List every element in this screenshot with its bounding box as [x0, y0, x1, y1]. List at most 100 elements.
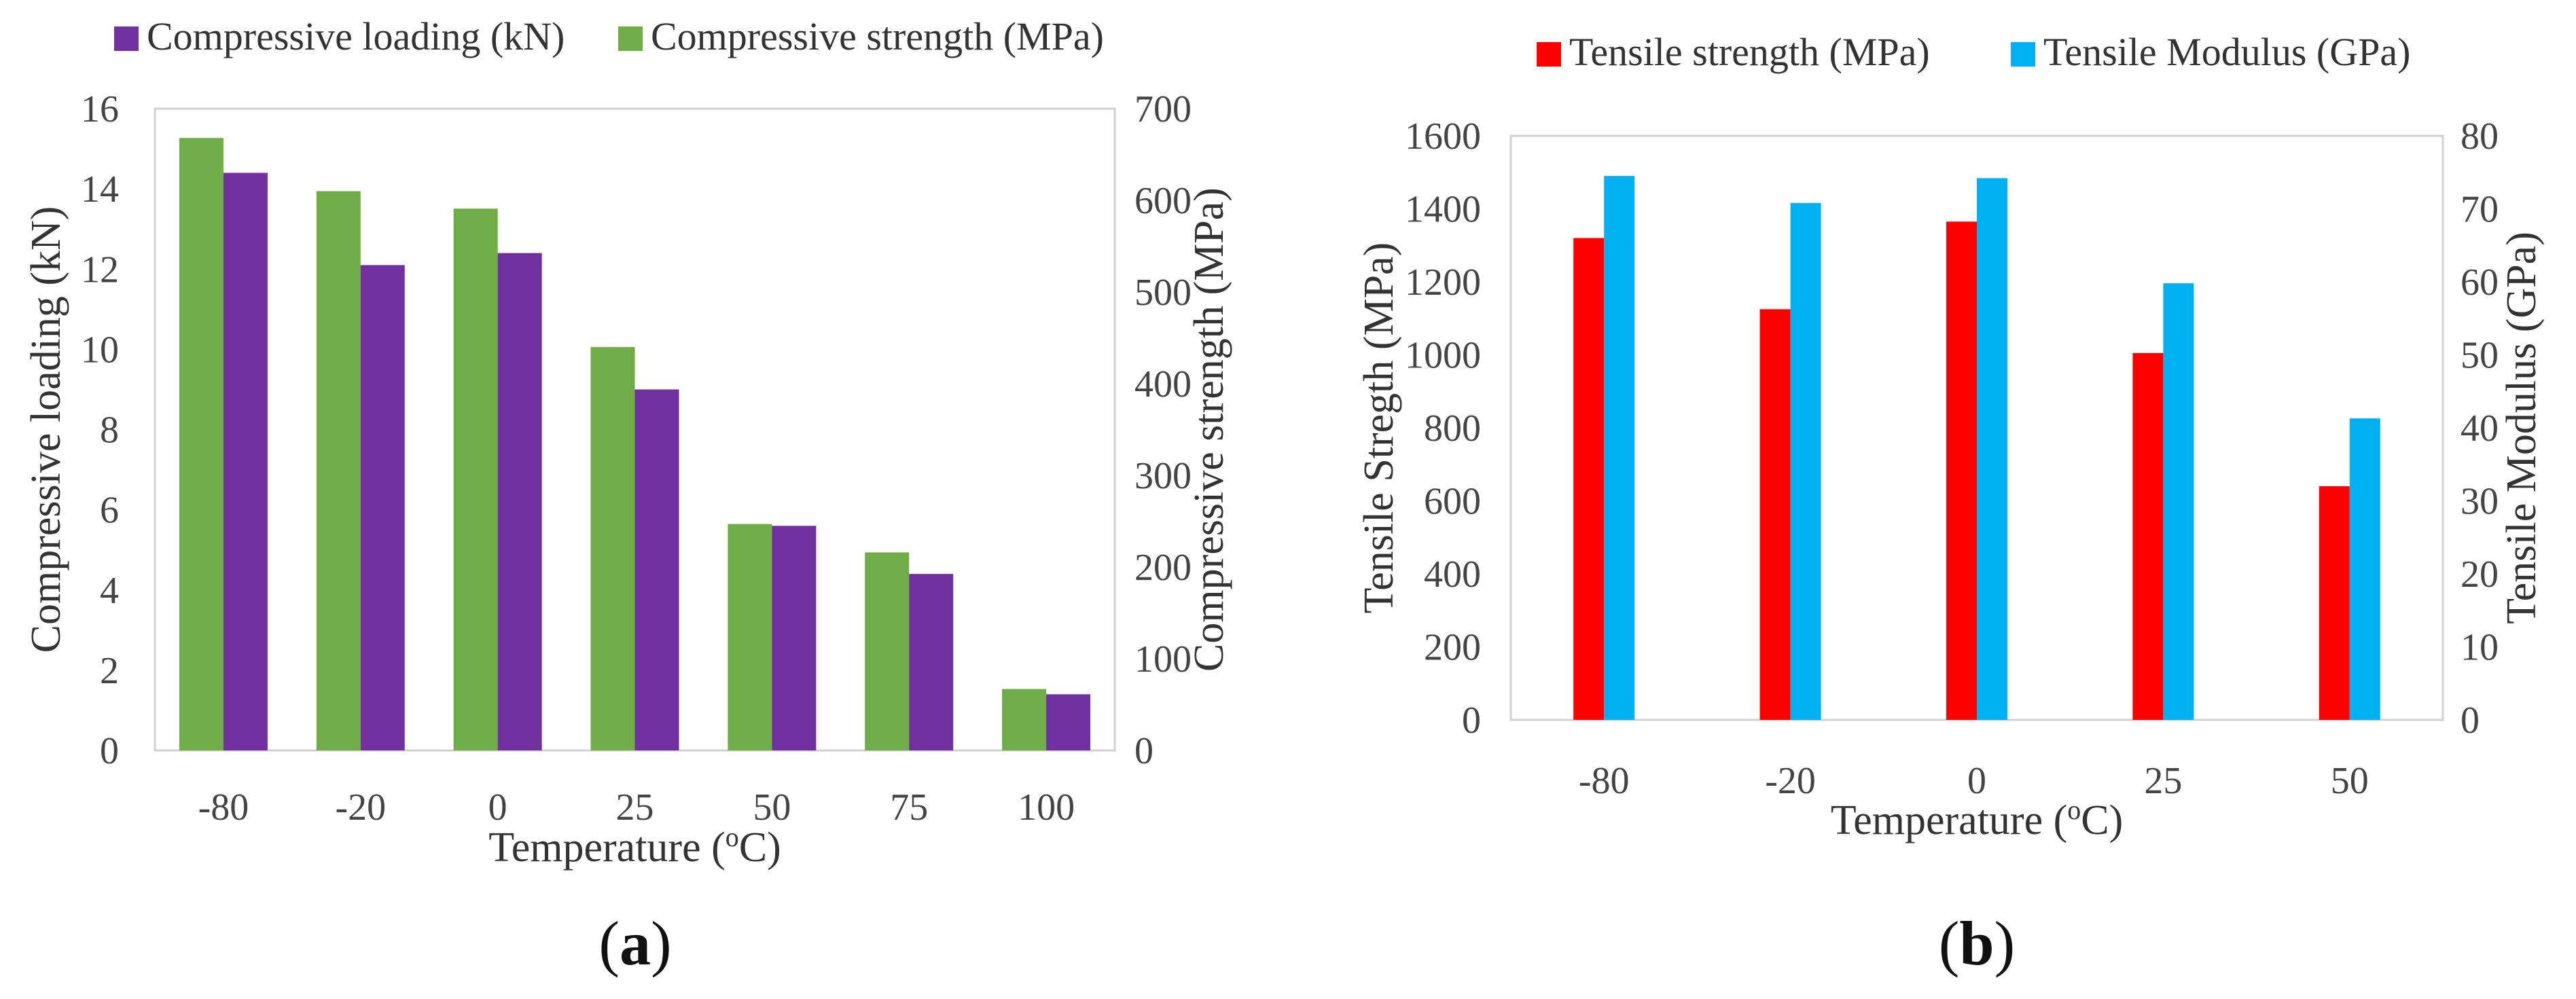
x-axis-title-superscript: o [726, 822, 739, 852]
y-left-tick-label: 0 [100, 730, 119, 772]
bar-compressive-strength-mpa-cat-6 [1002, 689, 1047, 750]
x-tick-label: -80 [1579, 760, 1630, 802]
x-axis-title-superscript: o [2067, 795, 2081, 825]
y-left-axis-title: Compressive loading (kN) [23, 206, 69, 653]
panel-label-letter: b [1959, 909, 1994, 978]
bar-compressive-loading-kn-cat-0 [223, 172, 268, 750]
y-left-tick-label: 1600 [1405, 115, 1481, 158]
y-left-tick-label: 200 [1424, 627, 1481, 669]
bar-compressive-strength-mpa-cat-5 [865, 552, 910, 750]
y-left-tick-label: 12 [81, 249, 119, 291]
y-right-tick-label: 100 [1134, 638, 1192, 680]
x-tick-label: 100 [1018, 786, 1075, 829]
bar-compressive-loading-kn-cat-6 [1046, 694, 1091, 750]
x-tick-label: -20 [1765, 760, 1816, 802]
y-left-axis-title: Tensile Stregth (MPa) [1356, 242, 1402, 614]
y-left-tick-label: 14 [81, 168, 119, 211]
bar-tensile-modulus-gpa-cat-4 [2349, 418, 2380, 720]
legend-swatch [1537, 42, 1561, 67]
bar-tensile-strength-mpa-cat-3 [2132, 352, 2164, 720]
x-tick-label: -20 [335, 786, 386, 829]
y-right-axis-title: Tensile Modulus (GPa) [2499, 232, 2545, 624]
panel-label-open: ( [1939, 909, 1960, 978]
panel-label-close: ) [1994, 909, 2016, 978]
x-axis-title: Temperature (oC) [488, 822, 781, 871]
y-left-tick-label: 1400 [1405, 189, 1481, 231]
y-left-tick-label: 6 [100, 490, 119, 532]
bar-tensile-strength-mpa-cat-1 [1759, 309, 1791, 720]
bar-tensile-strength-mpa-cat-0 [1573, 238, 1605, 720]
x-tick-label: 50 [2331, 760, 2369, 802]
bar-tensile-strength-mpa-cat-2 [1946, 221, 1977, 720]
panel-label-close: ) [651, 909, 672, 978]
y-left-tick-label: 1200 [1405, 261, 1481, 304]
y-left-tick-label: 1000 [1405, 335, 1481, 377]
bar-compressive-strength-mpa-cat-2 [453, 208, 498, 750]
legend-label: Tensile strength (MPa) [1569, 30, 1930, 74]
y-right-axis-title: Compressive strength (MPa) [1186, 187, 1232, 672]
x-axis-title-suffix: C) [2081, 797, 2123, 843]
x-tick-label: 50 [753, 786, 791, 829]
bar-compressive-loading-kn-cat-4 [772, 526, 817, 750]
x-tick-label: 75 [890, 786, 928, 829]
legend-label: Tensile Modulus (GPa) [2043, 30, 2410, 74]
bar-compressive-loading-kn-cat-5 [909, 574, 954, 750]
bar-compressive-loading-kn-cat-3 [634, 389, 679, 750]
y-right-tick-label: 60 [2461, 261, 2499, 304]
y-left-tick-label: 400 [1424, 553, 1481, 596]
y-right-tick-label: 50 [2461, 335, 2499, 377]
y-left-tick-label: 4 [100, 570, 119, 612]
legend-swatch [2011, 42, 2035, 67]
y-right-tick-label: 600 [1134, 180, 1192, 222]
x-axis-title-prefix: Temperature ( [488, 824, 726, 871]
bar-tensile-modulus-gpa-cat-1 [1790, 202, 1821, 720]
bar-compressive-strength-mpa-cat-3 [590, 347, 635, 750]
bar-compressive-loading-kn-cat-1 [360, 265, 405, 750]
x-axis-title: Temperature (oC) [1831, 795, 2124, 844]
x-tick-label: 25 [616, 786, 654, 829]
y-right-tick-label: 40 [2461, 407, 2499, 450]
y-right-tick-label: 0 [1134, 730, 1153, 772]
y-left-tick-label: 0 [1462, 700, 1481, 742]
y-right-tick-label: 0 [2461, 700, 2480, 742]
y-right-tick-label: 80 [2461, 115, 2499, 158]
panel-label-letter: a [620, 909, 651, 978]
x-tick-label: 25 [2144, 760, 2182, 802]
legend-label: Compressive loading (kN) [147, 14, 565, 58]
panel-label-open: ( [598, 909, 620, 978]
bar-tensile-modulus-gpa-cat-3 [2163, 283, 2194, 720]
y-right-tick-label: 10 [2461, 627, 2499, 669]
panel-label: (b) [1939, 909, 2015, 978]
y-right-tick-label: 300 [1134, 455, 1192, 497]
y-left-tick-label: 16 [81, 88, 119, 130]
y-right-tick-label: 30 [2461, 481, 2499, 523]
bar-tensile-strength-mpa-cat-4 [2319, 486, 2350, 720]
y-right-tick-label: 400 [1134, 363, 1192, 405]
y-right-tick-label: 200 [1134, 547, 1192, 589]
y-left-tick-label: 2 [100, 650, 119, 692]
y-right-tick-label: 70 [2461, 189, 2499, 231]
bar-tensile-modulus-gpa-cat-0 [1604, 176, 1635, 720]
legend-swatch [114, 26, 139, 51]
y-right-tick-label: 20 [2461, 553, 2499, 596]
x-tick-label: 0 [488, 786, 507, 829]
bar-tensile-modulus-gpa-cat-2 [1977, 178, 2007, 721]
y-left-tick-label: 600 [1424, 481, 1481, 523]
y-right-tick-label: 700 [1134, 88, 1192, 130]
bar-compressive-loading-kn-cat-2 [497, 253, 542, 750]
bar-compressive-strength-mpa-cat-4 [728, 524, 772, 750]
bar-compressive-strength-mpa-cat-0 [179, 138, 223, 750]
legend-swatch [618, 26, 643, 51]
x-axis-title-prefix: Temperature ( [1831, 797, 2068, 843]
x-tick-label: 0 [1967, 760, 1986, 802]
x-tick-label: -80 [198, 786, 249, 829]
legend-label: Compressive strength (MPa) [651, 14, 1104, 58]
y-left-tick-label: 10 [81, 329, 119, 371]
y-left-tick-label: 800 [1424, 407, 1481, 450]
panel-label: (a) [598, 909, 671, 978]
y-right-tick-label: 500 [1134, 272, 1192, 314]
x-axis-title-suffix: C) [739, 824, 781, 871]
chart-panel-b: 0200400600800100012001400160001020304050… [1356, 30, 2545, 978]
